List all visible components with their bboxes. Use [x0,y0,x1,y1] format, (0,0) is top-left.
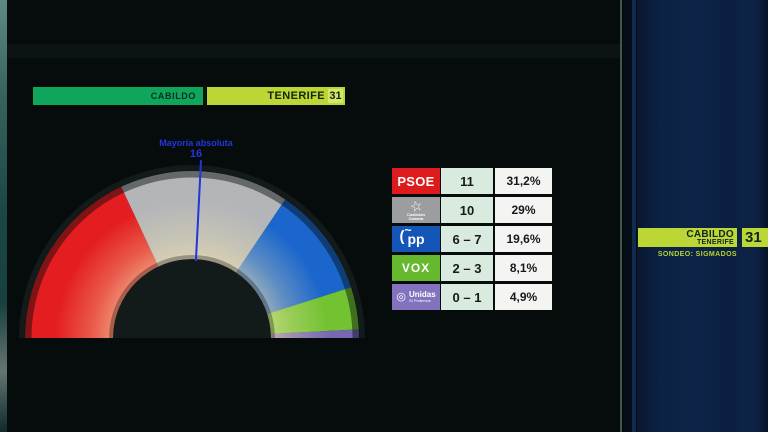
inner-glow [25,171,359,338]
percent-cell: 31,2% [495,168,552,194]
up-logo-text: Unidas [408,290,436,299]
majority-label: Mayoría absoluta 16 [146,138,246,160]
seats-cell: 11 [441,168,493,194]
side-island-label: TENERIFE [696,238,734,246]
left-edge-accent [0,0,7,432]
region-label: CABILDO [150,91,196,101]
majority-line [194,160,203,262]
pp-logo: (~ pp [399,226,424,246]
party-logo-text: PSOE [397,173,435,189]
cc-logo-text: Coalición Canaria [406,211,425,221]
party-row: PSOE 11 31,2% [392,168,552,194]
outer-vignette [24,170,360,339]
inner-vignette [109,255,275,339]
pp-tilde-icon: ~ [404,226,412,237]
vox-logo: VOX [392,255,440,281]
side-region-label: CABILDO [686,228,734,240]
psoe-logo: PSOE [392,168,440,194]
majority-text: Mayoría absoluta [159,138,233,148]
seats-cell: 0 – 1 [441,284,493,310]
percent-cell: 8,1% [495,255,552,281]
divider-line [620,0,622,432]
divider-line [632,0,636,432]
party-row: ☆ Coalición Canaria 10 29% [392,197,552,223]
region-header-bar: CABILDO TENERIFE 31 [33,87,345,105]
side-region-bar: CABILDO TENERIFE [638,228,737,247]
cc-star-icon: ☆ [407,197,424,215]
pp-paren-icon: ( [399,228,405,245]
party-row: ◎ Unidas Sí Podemos 0 – 1 4,9% [392,284,552,310]
coalici-n-canaria-logo: ☆ Coalición Canaria [392,197,440,223]
island-label: TENERIFE [267,90,325,102]
seats-cell: 6 – 7 [441,226,493,252]
bar-divider [203,87,207,105]
unidas-s-podemos-logo: ◎ Unidas Sí Podemos [392,284,440,310]
hemicycle-chart [19,160,365,339]
up-logo-subtext: Sí Podemos [408,298,431,303]
region-label-bar: CABILDO [33,87,203,105]
background-texture [7,44,620,58]
up-circle-icon: ◎ [396,290,406,303]
party-row: VOX 2 – 3 8,1% [392,255,552,281]
up-logo: ◎ Unidas Sí Podemos [396,291,435,303]
poll-source-label: SONDEO: SIGMADOS [657,251,737,258]
seats-cell: 2 – 3 [441,255,493,281]
pp-logo: (~ pp [392,226,440,252]
percent-cell: 4,9% [495,284,552,310]
percent-cell: 29% [495,197,552,223]
results-table: PSOE 11 31,2% ☆ Coalición Canaria 10 29% (~ pp 6 –… [392,168,552,313]
total-seats-badge: 31 [328,89,343,103]
seats-cell: 10 [441,197,493,223]
side-total-seats-badge: 31 [742,228,768,247]
island-label-bar: TENERIFE 31 [207,87,345,105]
percent-cell: 19,6% [495,226,552,252]
side-panel [637,0,768,432]
party-logo-text: VOX [401,261,431,275]
divider-line [624,0,632,432]
cc-logo: ☆ Coalición Canaria [406,197,425,221]
majority-value: 16 [189,148,203,160]
party-row: (~ pp 6 – 7 19,6% [392,226,552,252]
